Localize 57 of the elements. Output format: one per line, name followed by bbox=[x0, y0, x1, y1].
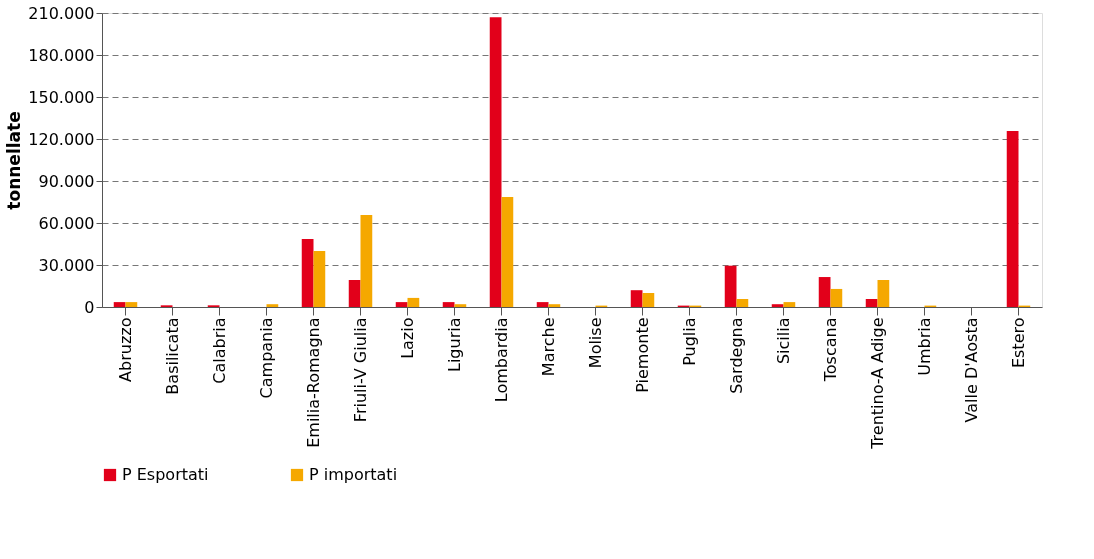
x-tick-label: Trentino-A Adige bbox=[867, 317, 887, 450]
bar bbox=[783, 302, 796, 307]
bar bbox=[1006, 131, 1019, 307]
x-tick-label: Valle D'Aosta bbox=[961, 317, 981, 423]
x-tick-label: Marche bbox=[538, 317, 558, 377]
bar bbox=[877, 279, 890, 307]
bar bbox=[501, 197, 514, 307]
x-tick-label: Liguria bbox=[444, 317, 464, 372]
legend-label: P Esportati bbox=[122, 465, 209, 484]
x-tick-label: Molise bbox=[585, 317, 605, 369]
x-tick-label: Lombardia bbox=[491, 317, 511, 403]
x-tick-label: Puglia bbox=[679, 317, 699, 366]
bar bbox=[442, 302, 455, 307]
y-tick-label: 210.000 bbox=[28, 3, 95, 23]
bar bbox=[865, 299, 878, 307]
bar bbox=[771, 304, 784, 307]
bar bbox=[548, 304, 561, 307]
bar bbox=[454, 304, 467, 307]
x-tick-label: Toscana bbox=[820, 317, 840, 383]
bar bbox=[125, 302, 138, 307]
bar bbox=[113, 302, 126, 307]
x-tick-label: Lazio bbox=[397, 317, 417, 359]
bar bbox=[266, 304, 279, 307]
y-tick-label: 0 bbox=[84, 297, 95, 317]
bar bbox=[395, 302, 408, 307]
x-tick-label: Estero bbox=[1008, 317, 1028, 369]
y-tick-label: 30.000 bbox=[38, 255, 95, 275]
bar bbox=[348, 279, 361, 307]
y-tick-label: 60.000 bbox=[38, 213, 95, 233]
x-tick-label: Campania bbox=[256, 317, 276, 399]
x-tick-label: Basilicata bbox=[162, 317, 182, 395]
legend-label: P importati bbox=[309, 465, 398, 484]
x-tick-label: Umbria bbox=[914, 317, 934, 376]
bar bbox=[630, 290, 643, 307]
y-tick-label: 180.000 bbox=[28, 45, 95, 65]
x-tick-label: Friuli-V Giulia bbox=[350, 317, 370, 423]
bar bbox=[301, 239, 314, 307]
bar bbox=[360, 215, 373, 307]
y-tick-label: 150.000 bbox=[28, 87, 95, 107]
y-tick-label: 120.000 bbox=[28, 129, 95, 149]
x-tick-label: Sicilia bbox=[773, 317, 793, 365]
x-tick-label: Emilia-Romagna bbox=[303, 317, 323, 448]
bar bbox=[489, 17, 502, 307]
x-tick-label: Abruzzo bbox=[115, 317, 135, 382]
bar bbox=[313, 251, 326, 307]
x-tick-label: Sardegna bbox=[726, 317, 746, 394]
bar bbox=[642, 293, 655, 307]
bar bbox=[818, 277, 831, 307]
bar bbox=[536, 302, 549, 307]
y-axis-title: tonnellate bbox=[4, 111, 25, 210]
x-tick-label: Calabria bbox=[209, 317, 229, 384]
y-tick-label: 90.000 bbox=[38, 171, 95, 191]
bar bbox=[724, 265, 737, 307]
bar bbox=[407, 297, 420, 307]
x-tick-label: Piemonte bbox=[632, 317, 652, 393]
bar bbox=[830, 288, 843, 307]
bar bbox=[736, 299, 749, 307]
